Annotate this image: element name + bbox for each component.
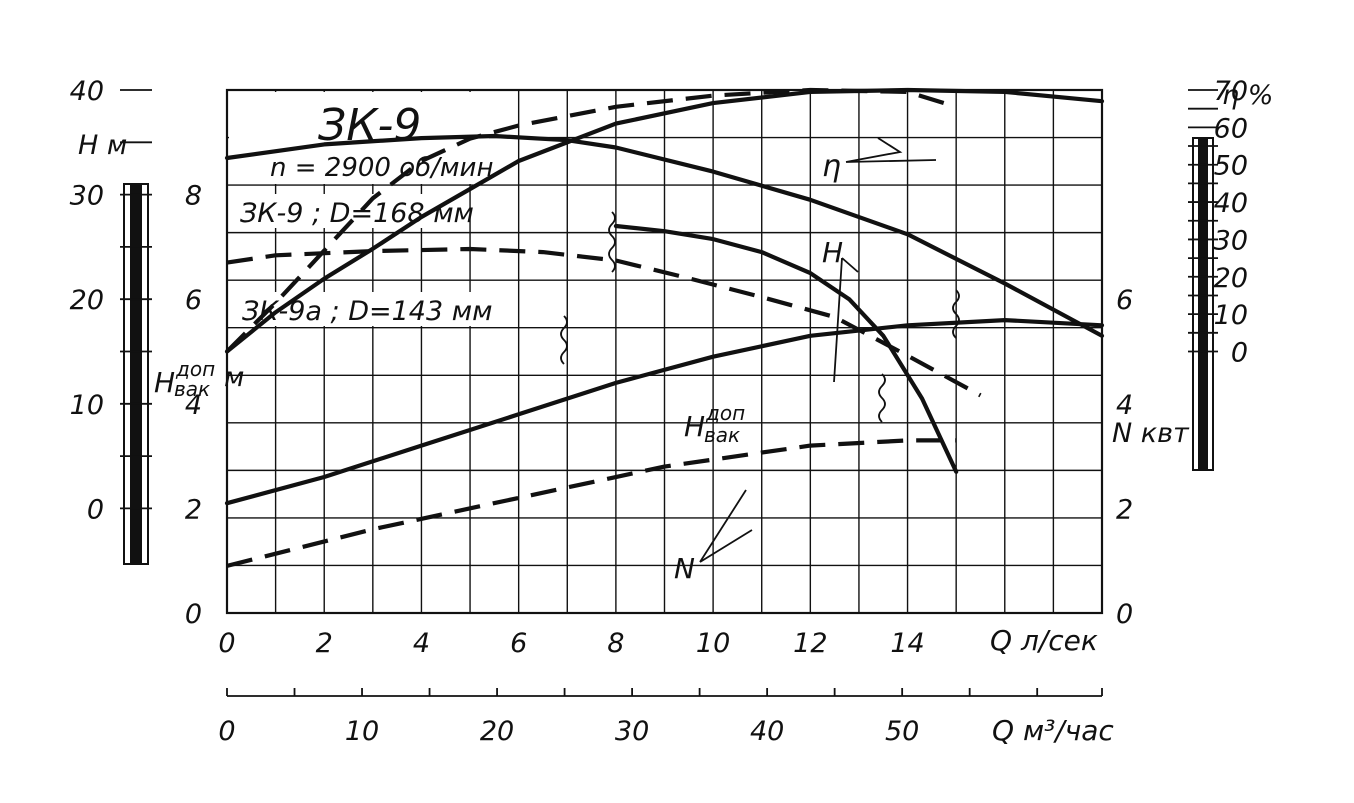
efficiency-tick-label: 40 <box>1214 188 1248 219</box>
npsh-curve-label: Н <box>684 410 705 443</box>
series-line-power-dashed <box>226 438 957 568</box>
x-tick-label: 14 <box>890 628 924 659</box>
x2-axis-label: Q м³/час <box>992 714 1114 747</box>
series-line-head-solid <box>224 133 1105 338</box>
x-tick-label: 2 <box>316 628 333 659</box>
vacuum-axis-label: Н <box>154 366 175 399</box>
vacuum-axis-sub: вак <box>174 377 210 401</box>
x-tick-label: 12 <box>793 628 827 659</box>
power-curve-label: N <box>674 552 695 585</box>
head-tick-label: 20 <box>70 285 104 316</box>
leader-lines <box>699 137 937 563</box>
power-axis-label: N квт <box>1112 418 1190 449</box>
x2-tick-label: 30 <box>615 716 649 747</box>
x2-tick-label: 20 <box>480 716 514 747</box>
head-axis-label: Н м <box>78 130 127 161</box>
curves <box>224 87 1105 568</box>
x2-tick-label: 0 <box>218 716 235 747</box>
head-scale-bar <box>123 183 149 565</box>
label-curve-168: ЗК-9 ; D=168 мм <box>240 198 474 229</box>
x2-tick-label: 10 <box>345 716 379 747</box>
break-marks <box>560 211 960 423</box>
power-tick-label: 4 <box>1116 390 1133 421</box>
x-tick-label: 4 <box>413 628 430 659</box>
vacuum-tick-label: 0 <box>185 599 202 630</box>
efficiency-axis-label: η % <box>1222 80 1273 111</box>
vacuum-axis-sup: доп <box>175 357 215 381</box>
x-tick-label: 8 <box>607 628 624 659</box>
x-axis-label: Q л/сек <box>990 624 1098 657</box>
x-tick-label: 6 <box>510 628 527 659</box>
head-curve-label: Н <box>822 236 843 269</box>
power-tick-label: 6 <box>1116 285 1133 316</box>
head-tick-label: 40 <box>70 76 104 107</box>
efficiency-tick-label: 0 <box>1231 338 1248 369</box>
efficiency-tick-label: 60 <box>1214 113 1248 144</box>
series-line-vacuum-solid <box>613 223 959 474</box>
series-line-power-solid <box>224 318 1105 506</box>
series-line-efficiency-solid <box>224 87 1105 354</box>
power-tick-label: 0 <box>1116 599 1133 630</box>
eta-curve-label: η <box>822 149 841 184</box>
chart-subtitle: n = 2900 об/мин <box>270 153 493 183</box>
npsh-curve-sub: вак <box>704 423 740 447</box>
series-line-efficiency-dashed <box>225 87 957 353</box>
x2-tick-label: 50 <box>885 716 919 747</box>
head-tick-label: 10 <box>70 390 104 421</box>
efficiency-tick-label: 30 <box>1214 225 1248 256</box>
vacuum-tick-label: 4 <box>185 390 202 421</box>
efficiency-tick-label: 50 <box>1214 151 1248 182</box>
efficiency-tick-label: 10 <box>1214 300 1248 331</box>
vacuum-tick-label: 2 <box>185 494 202 525</box>
vacuum-axis-unit: м <box>224 362 244 393</box>
efficiency-tick-label: 20 <box>1214 263 1248 294</box>
efficiency-tick-label: 70 <box>1214 76 1248 107</box>
label-curve-143: ЗК-9а ; D=143 мм <box>242 296 492 327</box>
vacuum-tick-label: 6 <box>185 285 202 316</box>
efficiency-scale-bar <box>1192 137 1214 471</box>
x-tick-label: 10 <box>696 628 730 659</box>
axis-ticks: 0 2 4 6 8 10 12 14 0 10 20 30 40 50 0 10 20 30 40 0 2 4 6 8 0 2 4 6… <box>70 76 1248 747</box>
plot-grid <box>227 90 1102 613</box>
x2-tick-label: 40 <box>750 716 784 747</box>
power-tick-label: 2 <box>1116 494 1133 525</box>
x-tick-label: 0 <box>218 628 235 659</box>
head-tick-label: 0 <box>87 494 104 525</box>
vacuum-tick-label: 8 <box>185 181 202 212</box>
head-tick-label: 30 <box>70 181 104 212</box>
npsh-curve-sup: доп <box>705 401 745 425</box>
